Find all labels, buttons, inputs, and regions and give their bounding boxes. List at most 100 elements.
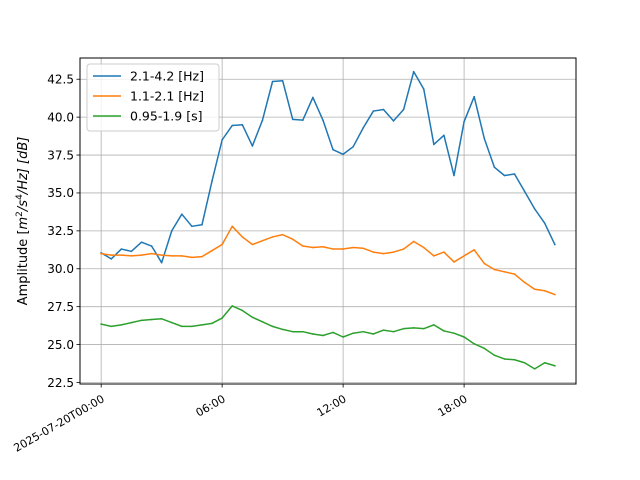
- data-point: [493, 166, 496, 168]
- data-point: [322, 119, 324, 121]
- data-point: [170, 230, 173, 232]
- legend: 2.1-4.2 [Hz] 1.1-2.1 [Hz] 0.95-1.9 [s]: [86, 63, 220, 132]
- data-point: [362, 330, 365, 333]
- data-point: [483, 347, 486, 350]
- data-point: [291, 238, 294, 240]
- data-point: [281, 328, 284, 331]
- legend-entry: 0.95-1.9 [s]: [130, 109, 202, 124]
- data-point: [554, 365, 556, 367]
- data-point: [372, 110, 375, 112]
- data-point: [110, 254, 113, 256]
- data-point: [271, 325, 274, 328]
- data-point: [140, 319, 143, 322]
- data-point: [312, 96, 314, 99]
- x-tick-label: 12:00: [315, 392, 349, 419]
- x-axis-ticks: 2025-07-20T00:00 06:00 12:00 18:00: [12, 384, 470, 455]
- data-point: [533, 288, 536, 291]
- data-point: [100, 323, 102, 325]
- data-point: [291, 330, 294, 333]
- data-point: [392, 120, 395, 122]
- data-point: [120, 254, 123, 256]
- data-point: [352, 145, 355, 148]
- data-point: [231, 225, 234, 228]
- data-point: [160, 318, 163, 320]
- y-axis-ticks: 22.5 25.0 27.5 30.0 32.5 35.0 37.5 40.0 42.5: [47, 73, 80, 390]
- data-point: [382, 252, 385, 255]
- x-tick-label: 06:00: [194, 392, 228, 419]
- data-point: [211, 249, 213, 252]
- data-point: [422, 246, 425, 249]
- y-tick-label: 37.5: [47, 148, 74, 162]
- plot-frame: [79, 57, 577, 385]
- data-point: [170, 321, 173, 324]
- y-tick-label: 27.5: [47, 300, 74, 314]
- data-point: [372, 333, 375, 335]
- data-point: [271, 80, 274, 83]
- data-point: [503, 358, 506, 360]
- data-point: [352, 246, 355, 249]
- data-point: [130, 255, 133, 257]
- data-point: [422, 327, 425, 330]
- data-point: [433, 324, 435, 326]
- x-tick-label: 2025-07-20T00:00: [12, 392, 107, 454]
- data-point: [443, 251, 445, 253]
- data-point: [241, 309, 244, 312]
- legend-entry: 1.1-2.1 [Hz]: [130, 89, 204, 104]
- y-tick-label: 25.0: [47, 338, 74, 352]
- data-point: [251, 145, 254, 147]
- data-point: [322, 245, 324, 248]
- data-point: [483, 137, 486, 140]
- data-point: [191, 325, 193, 328]
- data-point: [181, 325, 183, 328]
- data-point: [332, 248, 334, 250]
- data-point: [130, 321, 133, 324]
- data-point: [140, 254, 143, 256]
- data-point: [291, 118, 294, 121]
- data-point: [120, 324, 123, 326]
- data-point: [382, 108, 385, 111]
- data-point: [201, 255, 203, 258]
- data-point: [201, 324, 203, 326]
- data-point: [211, 180, 213, 182]
- data-point: [392, 330, 395, 333]
- data-point: [100, 252, 102, 255]
- data-point: [352, 332, 355, 335]
- y-tick-label: 40.0: [47, 110, 74, 124]
- data-point: [513, 273, 516, 275]
- data-point: [281, 79, 284, 82]
- y-tick-label: 22.5: [47, 376, 74, 390]
- data-point: [503, 271, 506, 273]
- data-point: [473, 95, 475, 98]
- series-line: [100, 70, 556, 264]
- series-lines: [100, 70, 556, 370]
- data-point: [523, 361, 526, 364]
- data-point: [191, 225, 193, 228]
- data-point: [130, 250, 133, 253]
- data-point: [201, 223, 203, 226]
- data-point: [221, 139, 223, 141]
- data-point: [160, 261, 163, 264]
- data-point: [312, 333, 314, 335]
- y-tick-label: 32.5: [47, 224, 74, 238]
- data-point: [402, 327, 405, 330]
- data-point: [402, 248, 405, 250]
- legend-entry: 2.1-4.2 [Hz]: [130, 69, 204, 84]
- data-point: [453, 174, 455, 177]
- data-point: [543, 222, 546, 225]
- data-point: [453, 261, 455, 263]
- data-point: [241, 123, 244, 126]
- data-point: [433, 143, 435, 146]
- data-point: [191, 256, 193, 259]
- data-point: [261, 119, 264, 121]
- data-point: [221, 243, 223, 246]
- data-point: [110, 325, 113, 328]
- data-point: [463, 120, 465, 123]
- data-point: [342, 248, 344, 250]
- y-tick-label: 35.0: [47, 186, 74, 200]
- data-point: [493, 268, 496, 271]
- data-point: [533, 368, 536, 370]
- data-point: [412, 327, 415, 329]
- data-point: [170, 255, 173, 257]
- data-point: [543, 361, 546, 364]
- series-line: [100, 305, 556, 370]
